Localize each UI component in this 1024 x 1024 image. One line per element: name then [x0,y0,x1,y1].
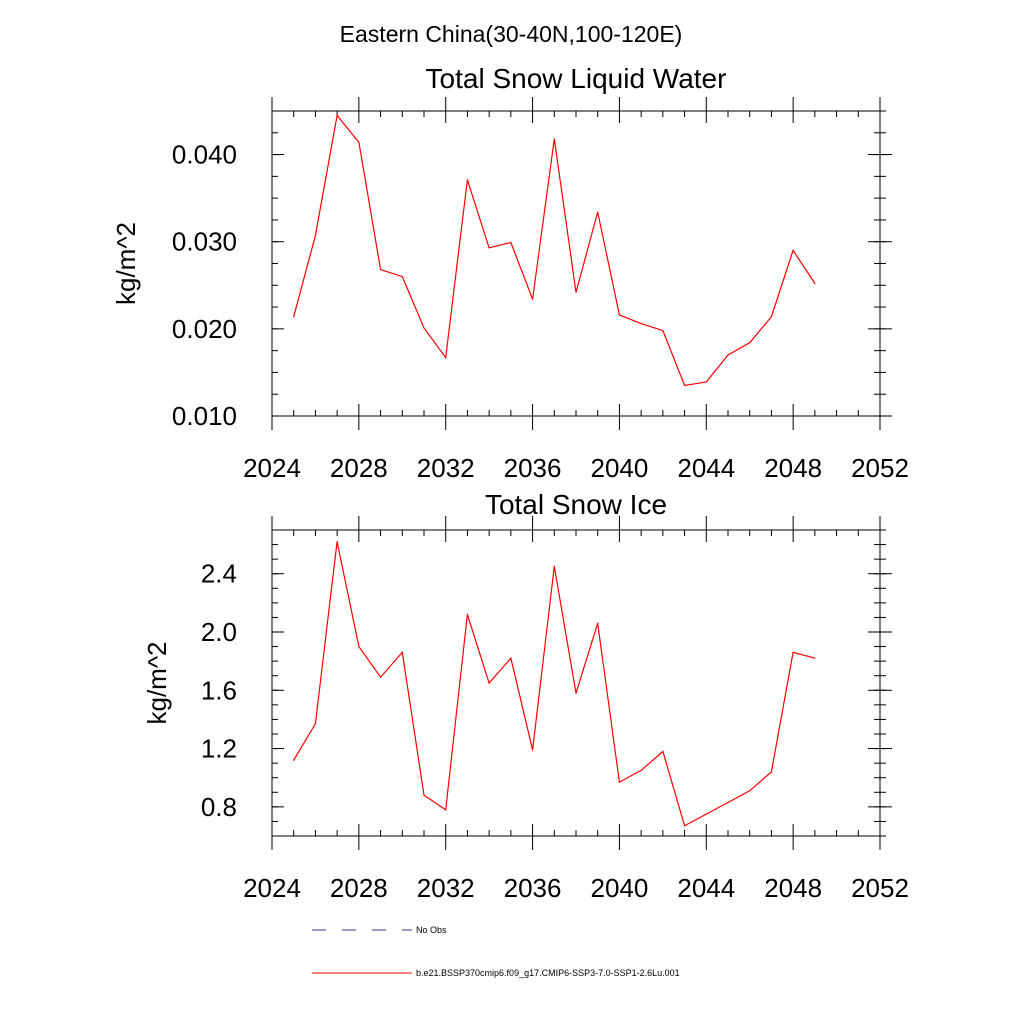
plot-frame [271,529,881,837]
data-point [358,141,360,143]
x-tick-label: 2052 [851,873,909,903]
data-point [683,384,686,387]
data-point [423,794,425,796]
data-point [401,275,403,278]
data-point [466,613,469,616]
x-tick-label: 2048 [764,453,822,483]
y-axis-label: kg/m^2 [142,641,172,724]
data-point [618,314,621,316]
x-tick-label: 2028 [330,453,388,483]
data-point [531,749,534,751]
data-point [575,291,577,293]
data-point [510,657,512,659]
data-point [510,241,512,244]
panel-title: Total Snow Liquid Water [426,63,727,94]
data-point [293,759,295,761]
data-point [792,249,794,252]
data-point [314,723,317,725]
data-point [749,790,751,792]
data-point [770,771,773,773]
x-tick-label: 2036 [504,453,562,483]
data-point [705,813,707,815]
figure-title: Eastern China(30-40N,100-120E) [340,21,683,47]
data-point [770,316,773,318]
data-point [466,179,469,181]
data-point [792,651,794,654]
data-point [379,676,382,678]
y-tick-label: 0.030 [172,227,237,257]
x-tick-label: 2048 [764,873,822,903]
y-tick-label: 0.8 [201,792,237,822]
data-point [401,651,403,654]
y-tick-label: 0.020 [172,314,237,344]
data-point [814,657,816,659]
x-tick-label: 2040 [591,453,649,483]
y-tick-label: 1.6 [201,675,237,705]
panel-title: Total Snow Ice [485,489,667,520]
chart-panels: Total Snow Liquid Water 2024 2028 2032 2036 2… [111,63,909,903]
data-point [358,645,360,648]
data-point [727,801,729,804]
series-line [293,541,816,827]
x-tick-label: 2024 [243,453,301,483]
x-tick-label: 2040 [591,873,649,903]
x-tick-label: 2044 [677,873,735,903]
y-tick-label: 2.4 [201,559,237,589]
x-tick-label: 2024 [243,873,301,903]
data-point [423,327,425,329]
data-point [814,282,816,285]
legend-label-2: b.e21.BSSP370cmip6.f09_g17.CMIP6-SSP3-7.… [416,968,680,978]
legend-label-1: No Obs [416,925,447,935]
data-point [640,769,642,772]
data-point [445,809,447,811]
y-tick-label: 0.010 [172,401,237,431]
legend: No Obs b.e21.BSSP370cmip6.f09_g17.CMIP6-S… [312,925,680,978]
data-point [531,298,534,300]
chart-panel-2: Total Snow Ice 2024 2028 2032 2036 2040 2044 20… [142,489,909,903]
x-tick-label: 2044 [677,453,735,483]
data-point [683,825,686,827]
series-line [293,114,816,387]
x-tick-label: 2028 [330,873,388,903]
x-tick-label: 2052 [851,453,909,483]
data-point [336,541,338,543]
data-point [749,342,751,344]
data-point [445,357,447,359]
x-tick-label: 2032 [417,873,475,903]
y-tick-label: 0.040 [172,140,237,170]
x-tick-label: 2036 [504,873,562,903]
data-point [662,750,664,753]
data-point [336,114,338,116]
data-point [314,235,317,237]
chart-panel-1: Total Snow Liquid Water 2024 2028 2032 2036 2… [111,63,909,483]
data-point [488,682,490,684]
data-point [293,316,295,318]
data-point [727,354,729,356]
y-axis-label: kg/m^2 [111,222,141,305]
data-point [705,381,707,383]
data-point [379,269,382,271]
data-point [662,330,664,332]
data-point [553,565,555,568]
y-tick-label: 1.2 [201,734,237,764]
data-point [488,247,490,249]
y-tick-label: 2.0 [201,617,237,647]
data-point [553,138,555,140]
data-point [597,622,599,624]
data-point [575,692,577,694]
data-point [640,323,642,325]
x-tick-label: 2032 [417,453,475,483]
data-point [597,211,599,213]
data-point [618,781,621,783]
